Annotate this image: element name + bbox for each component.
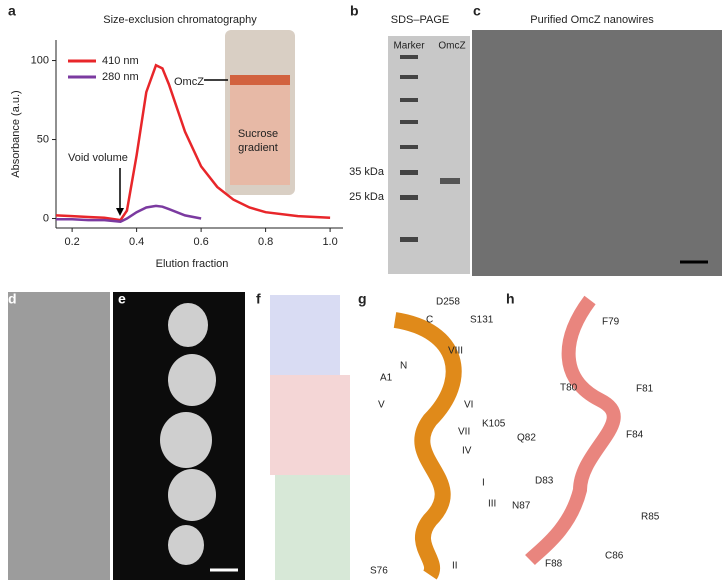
residue-label: II — [452, 561, 458, 572]
x-tick-label: 0.2 — [64, 236, 79, 248]
panel-label: b — [350, 3, 359, 19]
residue-label: I — [482, 478, 485, 489]
marker-label: 25 kDa — [349, 191, 385, 203]
panel-label: f — [256, 291, 261, 307]
annotation: gradient — [238, 142, 278, 154]
residue-label: T80 — [560, 383, 578, 394]
legend-label: 280 nm — [102, 71, 139, 83]
panel-title: SDS–PAGE — [391, 14, 450, 26]
gel-bands — [400, 55, 460, 242]
heme-chain — [393, 312, 462, 580]
cryo-em-image — [8, 292, 110, 580]
series-line — [56, 204, 202, 223]
residue-label: F79 — [602, 317, 620, 328]
panel-label: e — [118, 291, 126, 307]
annotation: Void volume — [68, 152, 128, 164]
residue-label: VI — [464, 400, 473, 411]
residue-label: F88 — [545, 559, 563, 570]
residue-label: VIII — [448, 346, 463, 357]
legend-label: 410 nm — [102, 55, 139, 67]
residue-label: S131 — [470, 315, 494, 326]
residue-label: A1 — [380, 373, 393, 384]
residue-label: K105 — [482, 419, 506, 430]
x-tick-label: 0.4 — [129, 236, 144, 248]
residue-label: Q82 — [517, 433, 536, 444]
residue-label: F84 — [626, 430, 644, 441]
chart-title: Size-exclusion chromatography — [103, 14, 257, 26]
arrowhead — [116, 208, 124, 216]
marker-label: 35 kDa — [349, 166, 385, 178]
residue-label: VII — [458, 427, 470, 438]
x-axis-label: Elution fraction — [156, 258, 229, 270]
residue-label: D258 — [436, 297, 460, 308]
residue-label: N — [400, 361, 407, 372]
annotation: OmcZ — [174, 76, 204, 88]
model-green — [275, 475, 350, 580]
filament — [160, 303, 216, 565]
y-tick-label: 0 — [43, 212, 49, 224]
y-axis-label: Absorbance (a.u.) — [10, 90, 22, 177]
residue-label: C86 — [605, 551, 624, 562]
model-red — [270, 375, 350, 475]
series-line — [55, 63, 331, 222]
residue-label: R85 — [641, 512, 660, 523]
lane-label: OmcZ — [438, 41, 465, 52]
residue-label: V — [378, 400, 385, 411]
panel-label: h — [506, 291, 515, 307]
lane-label: Marker — [393, 41, 425, 52]
panel-label: d — [8, 291, 17, 307]
x-tick-label: 0.8 — [258, 236, 273, 248]
x-tick-label: 0.6 — [193, 236, 208, 248]
tube-gradient — [230, 75, 290, 185]
panel-label: c — [473, 3, 481, 19]
panel-title: Purified OmcZ nanowires — [530, 14, 654, 26]
x-tick-label: 1.0 — [322, 236, 337, 248]
y-tick-label: 50 — [37, 133, 49, 145]
residue-label: III — [488, 499, 496, 510]
residue-label: IV — [462, 446, 472, 457]
residue-label: C — [426, 315, 433, 326]
y-tick-label: 100 — [31, 54, 49, 66]
residue-label: S76 — [370, 566, 388, 577]
panel-label: g — [358, 291, 367, 307]
tube-band — [230, 75, 290, 85]
residue-label: D83 — [535, 476, 554, 487]
residue-density — [525, 295, 621, 566]
annotation: Sucrose — [238, 128, 278, 140]
tem-image — [472, 30, 722, 276]
panel-label: a — [8, 3, 16, 19]
residue-label: F81 — [636, 384, 654, 395]
residue-label: N87 — [512, 501, 531, 512]
model-blue — [270, 295, 340, 375]
